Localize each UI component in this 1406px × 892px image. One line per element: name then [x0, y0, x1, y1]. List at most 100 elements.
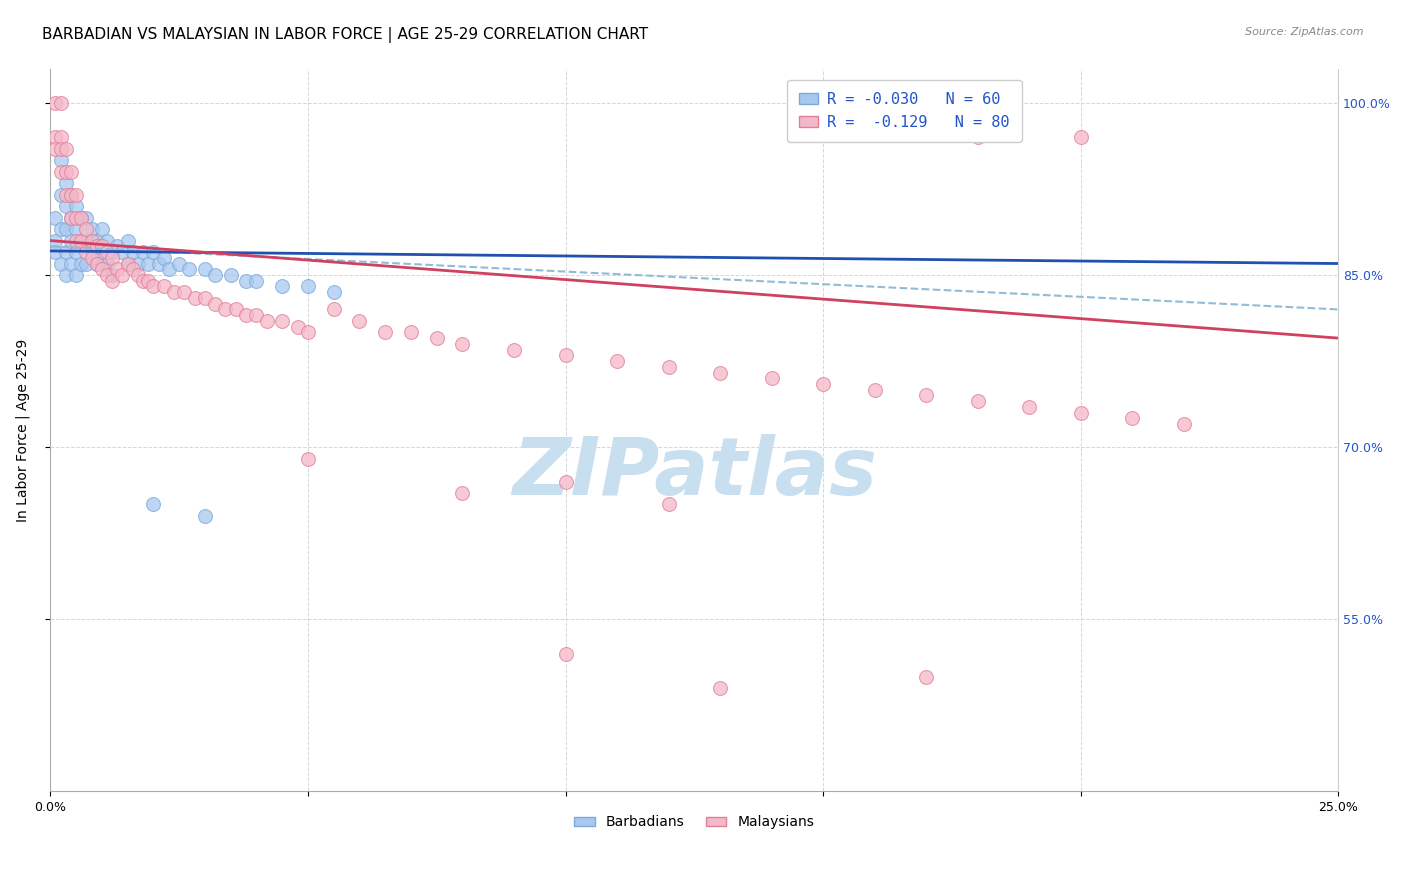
Point [80, 245, 103, 260]
Point [142, 498, 165, 512]
Point [256, 314, 278, 328]
Point [55, 268, 77, 282]
Point [101, 251, 124, 265]
Point [96, 234, 118, 248]
Point [86, 239, 108, 253]
Point [157, 262, 180, 277]
Point [65, 268, 87, 282]
Point [80, 222, 103, 236]
Point [59, 211, 82, 225]
Point [75, 245, 97, 260]
Point [44, 245, 66, 260]
Point [136, 256, 159, 270]
Point [426, 331, 449, 345]
Point [966, 130, 988, 145]
Point [225, 302, 247, 317]
Point [127, 256, 149, 270]
Point [49, 153, 72, 168]
Point [59, 256, 82, 270]
Point [811, 376, 834, 391]
Point [44, 130, 66, 145]
Point [148, 256, 170, 270]
Point [183, 291, 205, 305]
Point [1121, 411, 1143, 425]
Point [49, 222, 72, 236]
Point [96, 256, 118, 270]
Point [322, 302, 344, 317]
Point [111, 268, 134, 282]
Point [86, 234, 108, 248]
Point [127, 268, 149, 282]
Text: BARBADIAN VS MALAYSIAN IN LABOR FORCE | AGE 25-29 CORRELATION CHART: BARBADIAN VS MALAYSIAN IN LABOR FORCE | … [42, 27, 648, 43]
Point [117, 256, 139, 270]
Point [235, 308, 257, 322]
Point [70, 211, 93, 225]
Point [44, 234, 66, 248]
Point [70, 234, 93, 248]
Point [966, 394, 988, 409]
Point [90, 262, 112, 277]
Point [451, 336, 474, 351]
Point [132, 245, 155, 260]
Point [245, 274, 267, 288]
Point [204, 296, 226, 310]
Point [374, 326, 396, 340]
Point [554, 475, 576, 489]
Point [59, 211, 82, 225]
Point [152, 279, 174, 293]
Point [49, 95, 72, 110]
Point [179, 262, 201, 277]
Point [194, 508, 217, 523]
Point [44, 95, 66, 110]
Point [90, 245, 112, 260]
Point [75, 211, 97, 225]
Point [75, 256, 97, 270]
Point [90, 222, 112, 236]
Point [136, 274, 159, 288]
Point [554, 647, 576, 661]
Point [214, 302, 236, 317]
Point [44, 142, 66, 156]
Point [399, 326, 422, 340]
Point [86, 256, 108, 270]
Point [75, 222, 97, 236]
Point [1173, 417, 1195, 432]
Point [117, 234, 139, 248]
Point [121, 262, 143, 277]
Point [709, 366, 731, 380]
Point [1018, 400, 1040, 414]
Point [287, 319, 309, 334]
Point [65, 211, 87, 225]
Point [49, 130, 72, 145]
Point [70, 256, 93, 270]
Point [606, 354, 628, 368]
Point [55, 165, 77, 179]
Point [90, 239, 112, 253]
Text: Source: ZipAtlas.com: Source: ZipAtlas.com [1246, 27, 1364, 37]
Point [167, 256, 190, 270]
Point [59, 187, 82, 202]
Point [132, 274, 155, 288]
Point [271, 314, 294, 328]
Point [503, 343, 526, 357]
Point [271, 279, 294, 293]
Point [657, 359, 679, 374]
Point [111, 245, 134, 260]
Point [204, 268, 226, 282]
Legend: Barbadians, Malaysians: Barbadians, Malaysians [568, 810, 820, 835]
Point [297, 451, 319, 466]
Point [349, 314, 371, 328]
Point [297, 326, 319, 340]
Point [55, 176, 77, 190]
Point [65, 245, 87, 260]
Point [55, 199, 77, 213]
Point [219, 268, 242, 282]
Point [657, 498, 679, 512]
Point [1070, 406, 1092, 420]
Point [75, 234, 97, 248]
Point [297, 279, 319, 293]
Point [96, 268, 118, 282]
Point [142, 245, 165, 260]
Point [59, 165, 82, 179]
Point [173, 285, 195, 300]
